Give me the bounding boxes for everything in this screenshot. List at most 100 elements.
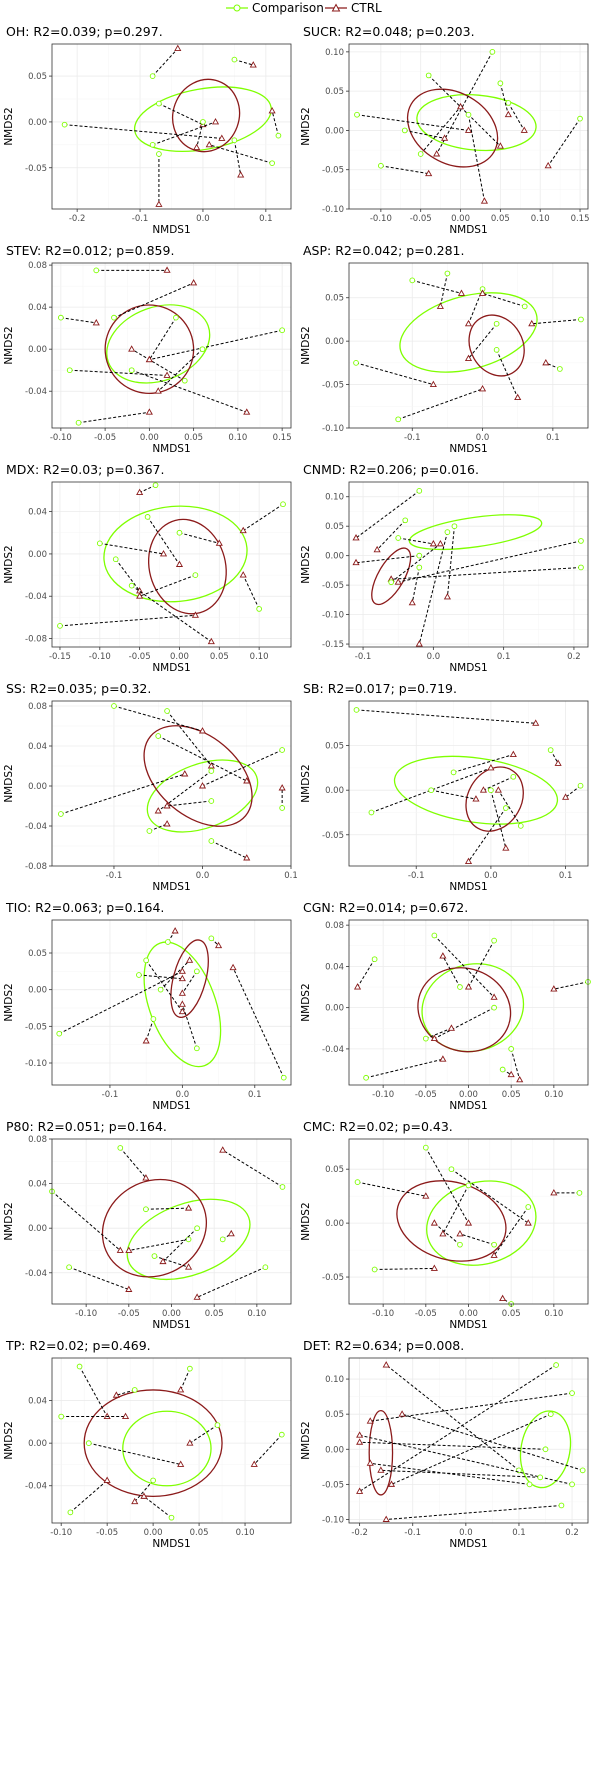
x-tick-label: -0.05: [94, 433, 116, 443]
x-tick-label: -0.1: [408, 871, 425, 881]
comparison-point: [75, 419, 82, 426]
x-tick-label: -0.1: [132, 214, 149, 224]
pair-segment: [468, 807, 507, 862]
legend-ctrl: CTRL: [325, 1, 382, 15]
x-tick-label: 0.05: [190, 1528, 209, 1538]
plot-border: [348, 43, 589, 210]
comparison-point: [279, 805, 285, 811]
ctrl-point: [356, 1431, 364, 1438]
comparison-point: [208, 798, 215, 804]
y-tick-label: 0.04: [325, 962, 344, 972]
comparison-point: [525, 1204, 532, 1210]
comparison-point: [61, 121, 68, 128]
comparison-point: [67, 1509, 74, 1516]
plot-area: [349, 1358, 588, 1523]
pair-segment: [181, 971, 198, 994]
y-tick-label: 0.00: [325, 1219, 344, 1229]
pair-segment: [356, 114, 469, 131]
ctrl-point: [430, 1034, 438, 1042]
panel-title: SB: R2=0.017; p=0.719.: [303, 681, 457, 696]
ctrl-point: [464, 126, 473, 133]
plot-border: [348, 700, 589, 867]
pair-segment: [359, 1441, 546, 1450]
pair-segment: [433, 935, 495, 998]
comparison-point: [136, 972, 142, 978]
x-axis-label: NMDS1: [449, 881, 487, 893]
pair-segment: [370, 1392, 573, 1422]
x-tick-label: -0.10: [370, 214, 392, 224]
ctrl-point: [352, 534, 360, 541]
x-tick-label: -0.05: [415, 1309, 437, 1319]
ctrl-point: [211, 117, 220, 125]
x-tick-label: 0.00: [459, 1090, 478, 1100]
panel-1: SUCR: R2=0.048; p=0.203. -0.10 -0.05 0.00 0.…: [300, 24, 590, 236]
panel-title: STEV: R2=0.012; p=0.859.: [6, 243, 174, 258]
pair-segment: [404, 129, 445, 139]
y-tick-label: 0.05: [28, 72, 47, 82]
y-tick-label: 0.00: [28, 118, 47, 128]
pair-segment: [434, 1222, 461, 1246]
x-axis-label: NMDS1: [449, 1100, 487, 1112]
pair-segment: [131, 369, 247, 413]
x-tick-label: 0.15: [273, 433, 292, 443]
y-tick-label: -0.05: [322, 831, 344, 841]
pair-segment: [376, 519, 406, 551]
ctrl-point: [185, 1204, 193, 1211]
panel-title: CNMD: R2=0.206; p=0.016.: [303, 462, 479, 477]
ctrl-point: [198, 782, 207, 789]
ctrl-point: [175, 560, 184, 567]
comparison-point: [85, 1440, 92, 1447]
pair-segment: [359, 1434, 573, 1485]
ctrl-point: [145, 408, 153, 415]
comparison-point: [156, 100, 162, 107]
plot-area: [52, 1358, 291, 1523]
ctrl-point: [499, 1294, 507, 1302]
ctrl-point: [219, 1146, 227, 1153]
plot-border: [51, 43, 292, 210]
comparison-ellipse: [408, 514, 543, 551]
pair-segment: [398, 537, 434, 545]
ctrl-point: [171, 927, 179, 934]
pair-segment: [398, 540, 582, 583]
ctrl-point: [464, 1219, 473, 1226]
legend-ctrl-label: CTRL: [351, 1, 382, 15]
comparison-point: [578, 316, 584, 323]
y-axis-label: NMDS2: [3, 545, 15, 583]
panel-4: MDX: R2=0.03; p=0.367. -0.15 -0.10 -0.05 0.0…: [3, 462, 292, 674]
comparison-point: [353, 707, 360, 713]
panel-6: SS: R2=0.035; p=0.32. -0.1 0.0 0.1 -0.08 -0.0…: [3, 681, 298, 893]
comparison-point: [547, 1411, 554, 1418]
ctrl-point: [425, 169, 433, 177]
x-tick-label: 0.00: [140, 433, 159, 443]
ctrl-point: [178, 974, 186, 982]
panel-title: CGN: R2=0.014; p=0.672.: [303, 900, 468, 915]
ctrl-ellipse: [143, 725, 253, 827]
comparison-point: [499, 1066, 506, 1073]
pair-segment: [128, 1238, 189, 1251]
pair-segment: [386, 1504, 562, 1520]
pair-segment: [162, 1227, 198, 1262]
ctrl-point: [163, 371, 171, 378]
pair-segment: [434, 1007, 495, 1040]
x-axis-label: NMDS1: [449, 662, 487, 674]
pair-segment: [233, 140, 242, 176]
panel-title: CMC: R2=0.02; p=0.43.: [303, 1119, 453, 1134]
pair-segment: [442, 1185, 469, 1235]
y-tick-label: 0.05: [325, 1410, 344, 1420]
legend-ctrl-marker: [331, 3, 341, 12]
pair-segment: [565, 785, 581, 798]
comparison-ellipse: [416, 94, 537, 152]
x-tick-label: 0.15: [571, 214, 590, 224]
pair-segment: [411, 567, 420, 603]
y-tick-label: 0.00: [28, 550, 47, 560]
y-tick-label: 0.05: [325, 742, 344, 752]
comparison-point: [444, 270, 451, 277]
ctrl-point: [352, 558, 360, 566]
y-tick-label: 0.00: [28, 782, 47, 792]
ctrl-point: [103, 1476, 111, 1483]
pair-segment: [148, 317, 177, 360]
y-axis-label: NMDS2: [3, 764, 15, 802]
x-tick-label: 0.2: [567, 652, 581, 662]
pair-segment: [189, 1424, 218, 1444]
ctrl-point: [142, 1174, 150, 1181]
